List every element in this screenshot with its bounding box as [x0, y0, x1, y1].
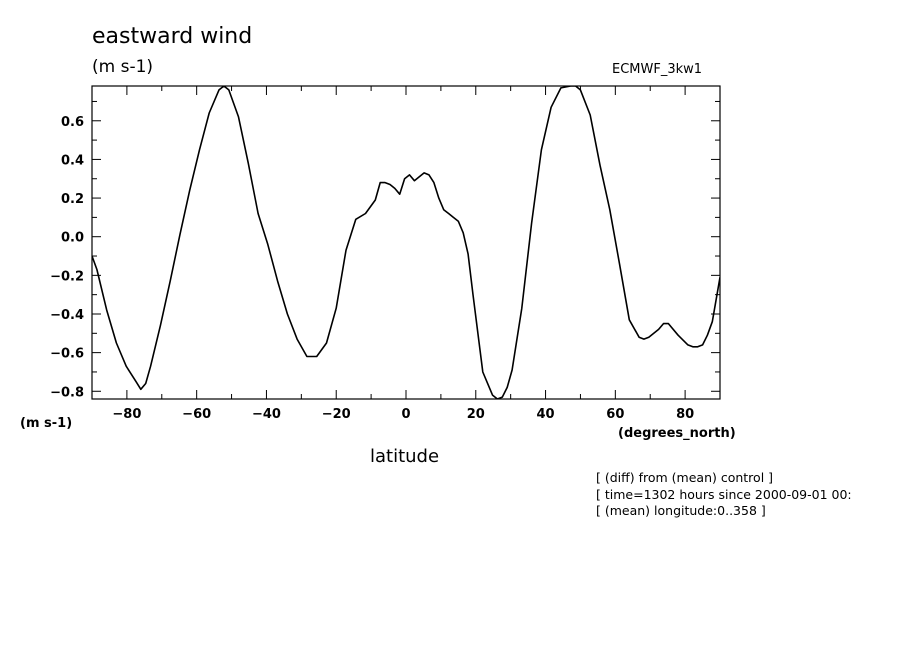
y-tick-label: −0.4	[50, 308, 84, 323]
x-axis-unit: (degrees_north)	[618, 426, 736, 441]
x-axis-label: latitude	[370, 446, 440, 467]
y-tick-label: −0.2	[50, 269, 84, 284]
y-tick-label: 0.6	[61, 115, 84, 130]
plot-frame	[91, 85, 721, 400]
x-tick-label: −60	[182, 407, 211, 422]
annotation-diff: [ (diff) from (mean) control ]	[596, 470, 774, 485]
y-tick-labels: −0.8 −0.6 −0.4 −0.2 0.0 0.2 0.4 0.6	[50, 115, 84, 400]
y-axis-unit: (m s-1)	[20, 416, 73, 431]
chart-title: eastward wind	[92, 24, 253, 49]
x-tick-label: 0	[401, 407, 410, 422]
y-tick-label: −0.6	[50, 347, 84, 362]
x-tick-label: 40	[537, 407, 555, 422]
chart-units: (m s-1)	[92, 57, 154, 77]
x-tick-label: 80	[676, 407, 694, 422]
annotation-longitude: [ (mean) longitude:0..358 ]	[596, 503, 766, 518]
x-tick-label: 60	[606, 407, 624, 422]
x-tick-label: 20	[467, 407, 485, 422]
y-tick-label: 0.2	[61, 192, 84, 207]
axis-ticks	[91, 86, 721, 399]
series-layer	[92, 86, 720, 399]
y-tick-label: 0.4	[61, 153, 84, 168]
x-tick-label: −40	[252, 407, 281, 422]
x-tick-labels: −80 −60 −40 −20 0 20 40 60 80	[112, 407, 694, 422]
y-tick-label: 0.0	[61, 231, 84, 246]
x-tick-label: −80	[112, 407, 141, 422]
annotation-time: [ time=1302 hours since 2000-09-01 00:	[596, 487, 852, 502]
series-line-0	[92, 86, 720, 399]
y-tick-label: −0.8	[50, 385, 84, 400]
model-label: ECMWF_3kw1	[612, 62, 703, 77]
x-tick-label: −20	[322, 407, 351, 422]
